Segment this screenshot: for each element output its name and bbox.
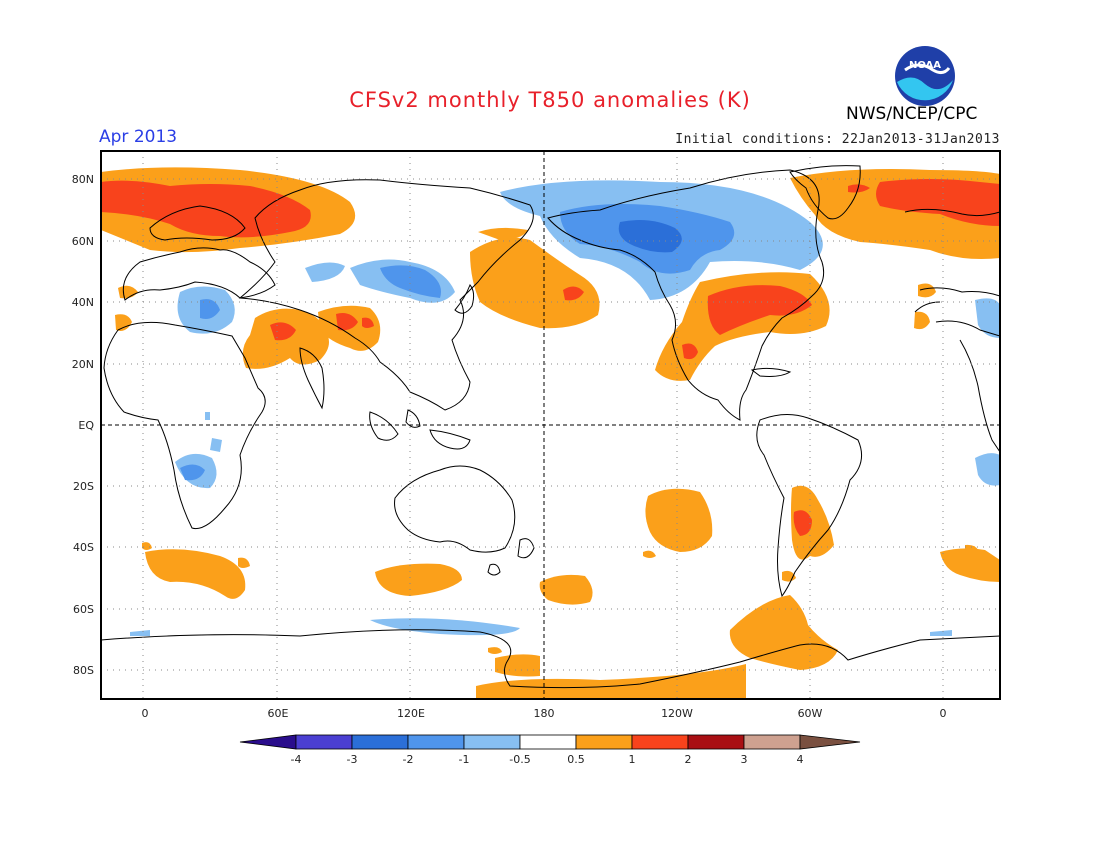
forecast-month: Apr 2013 bbox=[99, 127, 178, 147]
lat-label: 60S bbox=[73, 603, 94, 616]
colorbar-cell bbox=[239, 734, 297, 750]
colorbar-cell bbox=[463, 734, 521, 750]
colorbar-cell bbox=[575, 734, 633, 750]
lat-label: 40S bbox=[73, 541, 94, 554]
colorbar-label: -0.5 bbox=[509, 753, 530, 766]
lat-label: EQ bbox=[78, 419, 94, 432]
colorbar-label: -1 bbox=[459, 753, 470, 766]
colorbar-cell bbox=[799, 734, 861, 750]
grid-lines bbox=[101, 151, 1000, 699]
colorbar-label: 0.5 bbox=[567, 753, 585, 766]
logo-text: NOAA bbox=[909, 60, 941, 71]
colorbar-cell bbox=[687, 734, 745, 750]
colorbar-cell bbox=[631, 734, 689, 750]
lat-label: 20N bbox=[72, 358, 94, 371]
colorbar bbox=[239, 734, 861, 750]
colorbar-cell bbox=[351, 734, 409, 750]
lon-label: 60W bbox=[798, 707, 823, 720]
anomaly-shading bbox=[101, 167, 1000, 699]
colorbar-cell bbox=[295, 734, 353, 750]
lon-label: 60E bbox=[268, 707, 289, 720]
lon-label: 0 bbox=[142, 707, 149, 720]
lat-label: 20S bbox=[73, 480, 94, 493]
lat-label: 60N bbox=[72, 235, 94, 248]
lon-label: 0 bbox=[940, 707, 947, 720]
colorbar-label: 4 bbox=[797, 753, 804, 766]
colorbar-cell bbox=[407, 734, 465, 750]
coastlines bbox=[101, 165, 1000, 689]
agency-label: NWS/NCEP/CPC bbox=[846, 104, 978, 124]
colorbar-cell bbox=[743, 734, 801, 750]
lon-label: 120E bbox=[397, 707, 425, 720]
lon-label: 180 bbox=[534, 707, 555, 720]
lat-label: 80S bbox=[73, 664, 94, 677]
colorbar-label: -4 bbox=[291, 753, 302, 766]
map-frame bbox=[100, 150, 1001, 700]
lat-label: 80N bbox=[72, 173, 94, 186]
colorbar-label: 1 bbox=[629, 753, 636, 766]
colorbar-cell bbox=[519, 734, 577, 750]
initial-conditions: Initial conditions: 22Jan2013-31Jan2013 bbox=[675, 132, 1000, 147]
lon-label: 120W bbox=[661, 707, 693, 720]
colorbar-label: 2 bbox=[685, 753, 692, 766]
noaa-logo: NOAA bbox=[895, 46, 955, 106]
chart-title: CFSv2 monthly T850 anomalies (K) bbox=[349, 88, 751, 112]
colorbar-label: 3 bbox=[741, 753, 748, 766]
lat-label: 40N bbox=[72, 296, 94, 309]
colorbar-label: -3 bbox=[347, 753, 358, 766]
colorbar-label: -2 bbox=[403, 753, 414, 766]
reference-lines bbox=[101, 151, 1000, 699]
